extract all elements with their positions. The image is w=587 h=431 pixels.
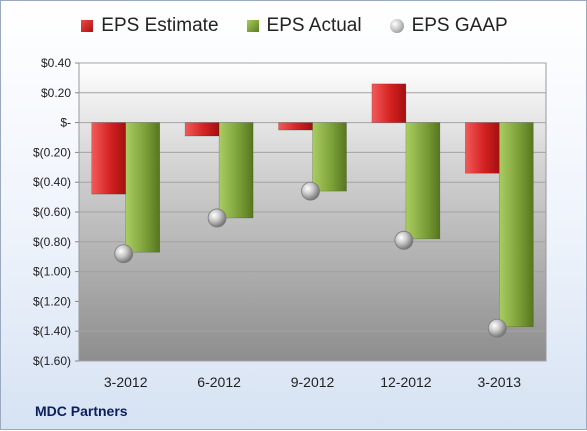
eps-actual-bar bbox=[125, 122, 160, 253]
y-tick-label: $0.40 bbox=[41, 56, 71, 70]
legend-item-actual: EPS Actual bbox=[246, 15, 362, 37]
bars bbox=[91, 83, 534, 328]
y-tick-label: $(0.20) bbox=[33, 145, 71, 159]
legend-label-actual: EPS Actual bbox=[266, 15, 362, 36]
gaap-markers bbox=[114, 181, 507, 338]
legend: EPS Estimate EPS Actual EPS GAAP bbox=[1, 15, 587, 37]
x-tick-label: 12-2012 bbox=[380, 374, 432, 390]
y-tick-label: $(1.40) bbox=[33, 324, 71, 338]
y-axis: $0.40 $0.20 $- $(0.20) $(0.40) $(0.60) $(0.80)… bbox=[33, 56, 79, 368]
x-tick-label: 6-2012 bbox=[197, 374, 241, 390]
y-tick-label: $(1.00) bbox=[33, 265, 71, 279]
y-tick-label: $0.20 bbox=[41, 86, 71, 100]
eps-estimate-bar bbox=[91, 122, 126, 195]
legend-label-gaap: EPS GAAP bbox=[411, 15, 508, 36]
eps-estimate-bar bbox=[278, 122, 313, 131]
y-tick-label: $(1.20) bbox=[33, 294, 71, 308]
y-tick-label: $(0.80) bbox=[33, 235, 71, 249]
eps-estimate-bar bbox=[464, 122, 500, 174]
eps-gaap-marker bbox=[301, 181, 320, 201]
eps-gaap-marker bbox=[487, 318, 507, 338]
y-tick-label: $- bbox=[60, 116, 71, 130]
company-label: MDC Partners bbox=[35, 403, 128, 419]
actual-swatch bbox=[246, 20, 259, 32]
y-tick-label: $(0.60) bbox=[33, 205, 71, 219]
y-tick-label: $(0.40) bbox=[33, 175, 71, 189]
eps-gaap-marker bbox=[207, 208, 227, 228]
eps-estimate-bar bbox=[184, 122, 220, 137]
legend-item-estimate: EPS Estimate bbox=[81, 15, 219, 37]
eps-estimate-bar bbox=[371, 83, 407, 123]
eps-actual-bar bbox=[405, 122, 441, 240]
eps-actual-bar bbox=[218, 122, 254, 219]
eps-gaap-marker bbox=[114, 244, 134, 264]
x-axis: 3-2012 6-2012 9-2012 12-2012 3-2013 bbox=[104, 374, 521, 390]
x-tick-label: 3-2013 bbox=[478, 374, 522, 390]
eps-actual-bar bbox=[498, 122, 534, 328]
eps-actual-bar bbox=[312, 122, 347, 192]
legend-label-estimate: EPS Estimate bbox=[101, 15, 219, 36]
gaap-swatch bbox=[389, 19, 404, 33]
y-tick-label: $(1.60) bbox=[33, 354, 71, 368]
estimate-swatch bbox=[81, 20, 94, 32]
eps-gaap-marker bbox=[394, 230, 414, 250]
x-tick-label: 3-2012 bbox=[104, 374, 148, 390]
legend-item-gaap: EPS GAAP bbox=[389, 15, 508, 37]
x-tick-label: 9-2012 bbox=[291, 374, 335, 390]
